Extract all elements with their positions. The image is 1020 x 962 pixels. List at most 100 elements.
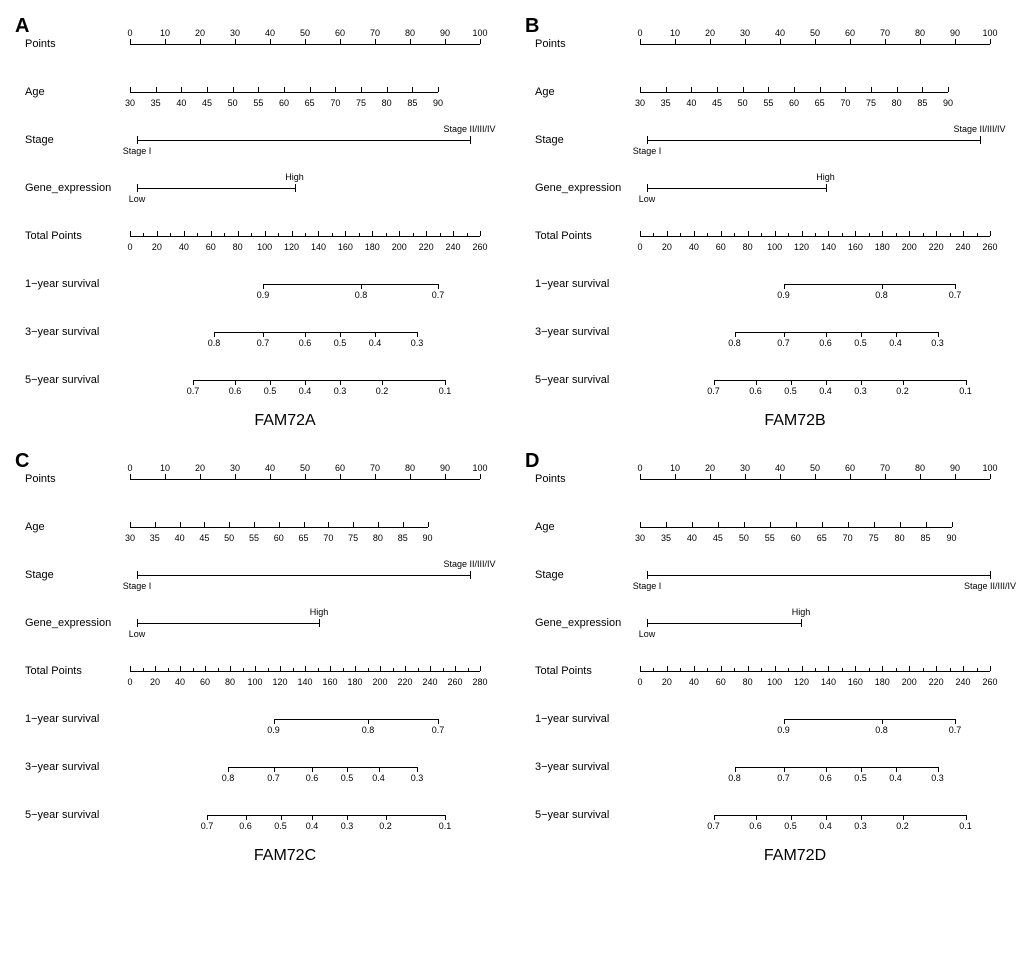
- row-label: Stage: [25, 569, 130, 581]
- tick-label: 30: [230, 28, 240, 38]
- tick-label: 0.3: [931, 338, 944, 348]
- row-label: Total Points: [25, 230, 130, 242]
- tick-label: 0.4: [369, 338, 382, 348]
- tick-label: 120: [794, 677, 809, 687]
- tick-label: 0.7: [257, 338, 270, 348]
- tick-label: 10: [160, 28, 170, 38]
- tick-label: 100: [982, 463, 997, 473]
- tick-label: 30: [740, 28, 750, 38]
- tick-label: 0.6: [306, 773, 319, 783]
- tick-label: 90: [433, 98, 443, 108]
- tick-label: 120: [284, 242, 299, 252]
- tick-label: 0.8: [728, 773, 741, 783]
- row-label: Total Points: [25, 665, 130, 677]
- nomogram-row: 5−year survival0.70.60.50.40.30.20.1: [25, 356, 495, 404]
- tick-label: 220: [397, 677, 412, 687]
- tick-label: 140: [821, 242, 836, 252]
- nomogram: Points0102030405060708090100Age303540455…: [535, 20, 1005, 404]
- tick-label: 85: [917, 98, 927, 108]
- tick-label: 10: [670, 463, 680, 473]
- row-label: 3−year survival: [535, 761, 640, 773]
- category-label: High: [816, 172, 835, 182]
- tick-label: 0.7: [949, 290, 962, 300]
- axis-area: 0102030405060708090100: [130, 455, 495, 503]
- tick-label: 0.1: [439, 821, 452, 831]
- row-label: Age: [535, 86, 640, 98]
- row-label: 5−year survival: [25, 374, 130, 386]
- tick-label: 50: [810, 463, 820, 473]
- axis-area: 0.80.70.60.50.40.3: [640, 308, 1005, 356]
- tick-label: 0.6: [749, 386, 762, 396]
- tick-label: 100: [982, 28, 997, 38]
- tick-label: 0.8: [355, 290, 368, 300]
- row-label: Points: [535, 473, 640, 485]
- axis-area: 0.90.80.7: [130, 260, 495, 308]
- tick-label: 60: [279, 98, 289, 108]
- tick-label: 35: [661, 533, 671, 543]
- row-label: 3−year survival: [535, 326, 640, 338]
- tick-label: 40: [175, 533, 185, 543]
- tick-label: 40: [175, 677, 185, 687]
- tick-label: 90: [422, 533, 432, 543]
- row-label: Age: [535, 521, 640, 533]
- tick-label: 10: [160, 463, 170, 473]
- tick-label: 0.2: [896, 821, 909, 831]
- tick-label: 0.7: [432, 725, 445, 735]
- tick-label: 75: [356, 98, 366, 108]
- tick-label: 80: [225, 677, 235, 687]
- tick-label: 80: [233, 242, 243, 252]
- category-label: High: [285, 172, 304, 182]
- nomogram-row: 3−year survival0.80.70.60.50.40.3: [25, 308, 495, 356]
- tick-label: 40: [775, 463, 785, 473]
- tick-label: 50: [810, 28, 820, 38]
- tick-label: 70: [840, 98, 850, 108]
- tick-label: 40: [265, 463, 275, 473]
- tick-label: 60: [716, 677, 726, 687]
- tick-label: 120: [272, 677, 287, 687]
- tick-label: 0.3: [341, 821, 354, 831]
- tick-label: 45: [712, 98, 722, 108]
- nomogram-row: Total Points0204060801001201401601802002…: [25, 212, 495, 260]
- tick-label: 0.9: [257, 290, 270, 300]
- tick-label: 65: [305, 98, 315, 108]
- tick-label: 50: [738, 98, 748, 108]
- tick-label: 20: [195, 28, 205, 38]
- row-label: Gene_expression: [535, 617, 640, 629]
- tick-label: 35: [150, 533, 160, 543]
- tick-label: 0.2: [376, 386, 389, 396]
- tick-label: 0.2: [379, 821, 392, 831]
- axis-area: 0.70.60.50.40.30.20.1: [640, 791, 1005, 839]
- nomogram-row: Age30354045505560657075808590: [535, 503, 1005, 551]
- tick-label: 20: [705, 463, 715, 473]
- tick-label: 0.4: [819, 386, 832, 396]
- axis-area: 30354045505560657075808590: [130, 68, 495, 116]
- nomogram-panel: DPoints0102030405060708090100Age30354045…: [525, 450, 1005, 865]
- tick-label: 0.1: [439, 386, 452, 396]
- tick-label: 0.6: [819, 773, 832, 783]
- axis-area: 0102030405060708090100: [640, 20, 1005, 68]
- nomogram-row: Age30354045505560657075808590: [535, 68, 1005, 116]
- nomogram-row: Points0102030405060708090100: [535, 20, 1005, 68]
- tick-label: 0.3: [854, 821, 867, 831]
- tick-label: 0.3: [334, 386, 347, 396]
- tick-label: 40: [689, 242, 699, 252]
- nomogram-row: StageStage IStage II/III/IV: [25, 551, 495, 599]
- axis-area: 020406080100120140160180200220240260: [640, 647, 1005, 695]
- row-label: 5−year survival: [535, 374, 640, 386]
- tick-label: 0: [127, 463, 132, 473]
- tick-label: 85: [398, 533, 408, 543]
- tick-label: 55: [765, 533, 775, 543]
- tick-label: 0: [637, 463, 642, 473]
- axis-area: 0102030405060708090100: [640, 455, 1005, 503]
- tick-label: 0.5: [854, 773, 867, 783]
- tick-label: 0.9: [777, 725, 790, 735]
- tick-label: 90: [440, 28, 450, 38]
- axis-area: 0.70.60.50.40.30.20.1: [640, 356, 1005, 404]
- tick-label: 100: [472, 28, 487, 38]
- row-label: Points: [25, 473, 130, 485]
- tick-label: 85: [407, 98, 417, 108]
- row-label: Points: [535, 38, 640, 50]
- tick-label: 220: [419, 242, 434, 252]
- nomogram-row: Age30354045505560657075808590: [25, 503, 495, 551]
- row-label: Total Points: [535, 665, 640, 677]
